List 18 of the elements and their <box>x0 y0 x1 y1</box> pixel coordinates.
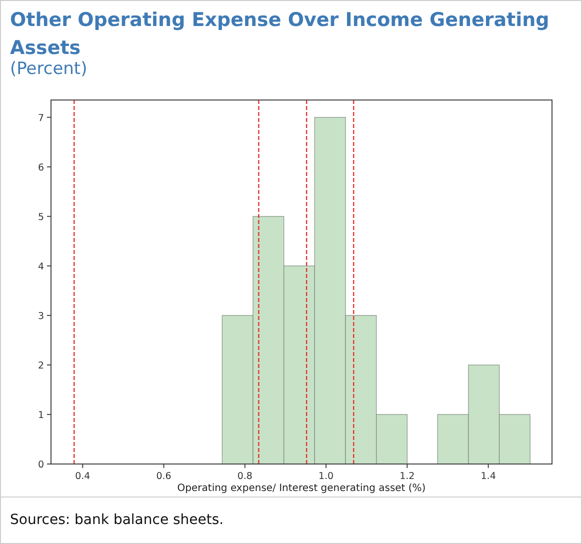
y-tick-label: 4 <box>38 261 44 272</box>
x-tick-label: 1.0 <box>318 471 334 482</box>
x-tick-label: 1.2 <box>400 471 415 482</box>
y-tick-label: 7 <box>38 112 44 124</box>
x-tick-label: 0.8 <box>237 471 252 482</box>
y-tick-label: 2 <box>38 360 44 372</box>
y-tick-label: 0 <box>38 460 44 470</box>
y-tick-label: 6 <box>38 162 44 174</box>
chart-subtitle: (Percent) <box>10 59 88 79</box>
y-tick-label: 3 <box>38 310 44 322</box>
x-tick-label: 0.4 <box>75 471 90 482</box>
x-tick-label: 1.4 <box>480 471 496 482</box>
y-tick-label: 5 <box>38 212 44 223</box>
x-axis-title: Operating expense/ Interest generating asset (%) <box>177 483 426 494</box>
chart-title: Other Operating Expense Over Income Generating Assets <box>10 9 550 59</box>
x-tick-label: 0.6 <box>156 471 172 482</box>
y-tick-label: 1 <box>38 410 44 421</box>
source-note: Sources: bank balance sheets. <box>10 512 224 528</box>
